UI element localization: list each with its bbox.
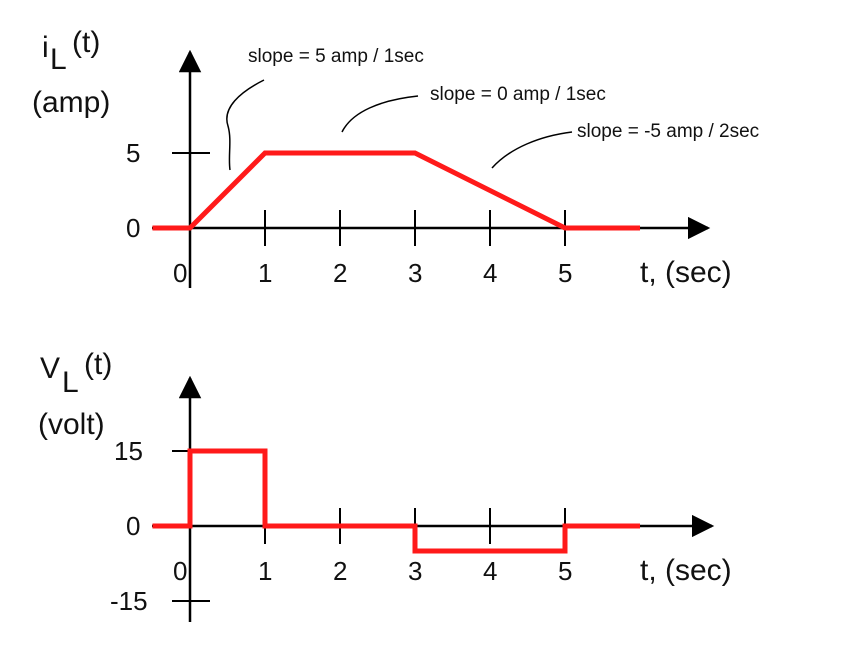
annotation-leader-2 <box>341 95 419 133</box>
top-ylabel-main: i <box>42 31 49 64</box>
bottom-xlabel: t, (sec) <box>640 554 732 587</box>
top-y-ticks: 05 <box>126 138 210 243</box>
y-tick-label: 5 <box>126 138 140 168</box>
bottom-ylabel-sub: L <box>62 366 79 399</box>
x-tick-label: 1 <box>258 258 272 288</box>
annotation-slope-3: slope = -5 amp / 2sec <box>577 121 759 142</box>
annotation-slope-2: slope = 0 amp / 1sec <box>430 84 606 105</box>
x-tick-label: 0 <box>173 258 187 288</box>
bottom-ylabel-suffix: (t) <box>84 348 112 381</box>
top-ylabel-suffix: (t) <box>72 26 100 59</box>
x-tick-label: 4 <box>483 556 497 586</box>
y-tick-label: 15 <box>114 436 143 466</box>
x-tick-label: 0 <box>173 556 187 586</box>
top-xlabel: t, (sec) <box>640 256 732 289</box>
voltage-series-line <box>152 448 640 554</box>
x-tick-label: 5 <box>558 258 572 288</box>
x-tick-label: 1 <box>258 556 272 586</box>
y-tick-label: -15 <box>110 586 148 616</box>
top-x-ticks: 0 1 2 3 4 5 <box>173 210 572 288</box>
y-tick-label: 0 <box>126 511 140 541</box>
bottom-ylabel-unit: (volt) <box>38 408 105 441</box>
bottom-x-ticks: 0 1 2 3 4 5 <box>173 508 572 586</box>
top-ylabel-sub: L <box>50 43 67 76</box>
current-series-line <box>152 150 640 231</box>
annotation-slope-1: slope = 5 amp / 1sec <box>248 46 424 67</box>
x-tick-label: 3 <box>408 556 422 586</box>
annotation-leader-1 <box>226 79 265 171</box>
annotation-leader-3 <box>491 131 573 169</box>
chart-voltage: 0 1 2 3 4 5 15 0 -15 V L (t) (volt) t, (sec) <box>38 348 732 622</box>
y-tick-label: 0 <box>126 213 140 243</box>
bottom-y-ticks: 15 0 -15 <box>110 436 210 616</box>
x-tick-label: 2 <box>333 556 347 586</box>
x-tick-label: 3 <box>408 258 422 288</box>
x-tick-label: 4 <box>483 258 497 288</box>
top-ylabel-unit: (amp) <box>32 86 110 119</box>
x-tick-label: 2 <box>333 258 347 288</box>
bottom-ylabel-main: V <box>40 352 60 385</box>
x-tick-label: 5 <box>558 556 572 586</box>
